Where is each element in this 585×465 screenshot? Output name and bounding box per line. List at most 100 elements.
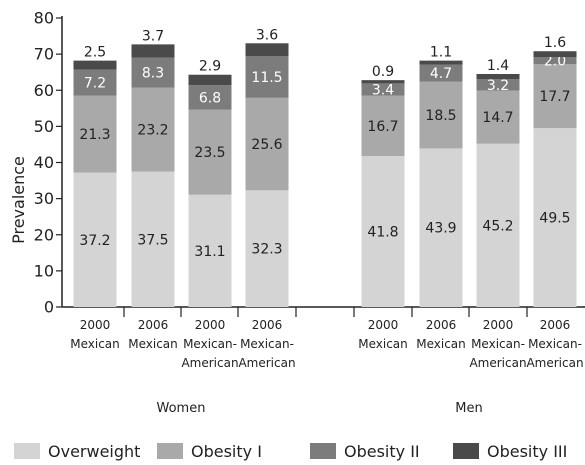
data-label: 25.6 bbox=[251, 137, 282, 153]
x-category-label: American bbox=[526, 356, 583, 370]
x-category-label: American bbox=[469, 356, 526, 370]
data-label: 21.3 bbox=[79, 127, 110, 143]
data-label: 16.7 bbox=[367, 119, 398, 135]
x-category-label: Mexican bbox=[416, 337, 466, 351]
bar-segment bbox=[245, 43, 289, 57]
data-label: 23.5 bbox=[194, 145, 225, 161]
bar-segment bbox=[476, 73, 520, 80]
x-category-year: 2006 bbox=[540, 318, 571, 332]
legend-entry: Obesity III bbox=[487, 442, 567, 461]
group-labels: Women Men bbox=[157, 401, 483, 416]
y-tick-label: 40 bbox=[34, 153, 54, 172]
x-category-label: Mexican- bbox=[240, 337, 294, 351]
bar-segment bbox=[131, 87, 175, 172]
legend-entry: Obesity II bbox=[344, 442, 420, 461]
legend-swatch bbox=[310, 443, 336, 459]
axes: 0 10 20 30 40 50 60 70 80 bbox=[34, 9, 585, 317]
legend: Overweight Obesity I Obesity II Obesity III bbox=[14, 442, 567, 461]
data-label: 1.1 bbox=[430, 45, 452, 61]
x-category-year: 2006 bbox=[426, 318, 457, 332]
x-category-label: Mexican- bbox=[471, 337, 525, 351]
legend-entry: Overweight bbox=[48, 442, 140, 461]
data-label: 1.6 bbox=[544, 35, 566, 51]
bar-segment bbox=[476, 79, 520, 91]
data-label: 41.8 bbox=[367, 224, 398, 240]
x-category-year: 2000 bbox=[368, 318, 399, 332]
data-label: 31.1 bbox=[194, 244, 225, 260]
bar-segment bbox=[533, 128, 577, 307]
x-category-year: 2000 bbox=[195, 318, 226, 332]
bar-segment bbox=[188, 194, 232, 307]
bar-segment bbox=[361, 155, 405, 307]
bar-segment bbox=[131, 171, 175, 307]
data-label: 6.8 bbox=[199, 90, 221, 106]
data-label: 3.4 bbox=[372, 83, 394, 99]
y-tick-label: 50 bbox=[34, 117, 54, 136]
data-label: 0.9 bbox=[372, 64, 394, 80]
y-tick-label: 0 bbox=[44, 298, 54, 317]
legend-entry: Obesity I bbox=[191, 442, 262, 461]
data-label: 45.2 bbox=[482, 218, 513, 234]
x-category-label: American bbox=[181, 356, 238, 370]
data-label: 8.3 bbox=[142, 66, 164, 82]
data-label: 23.2 bbox=[137, 123, 168, 139]
x-category-year: 2006 bbox=[138, 318, 169, 332]
bar-segment bbox=[188, 74, 232, 86]
legend-swatch bbox=[453, 443, 479, 459]
data-label: 49.5 bbox=[539, 211, 570, 227]
bar-segment bbox=[533, 64, 577, 129]
data-label: 2.5 bbox=[84, 45, 106, 61]
bar-segment bbox=[73, 60, 117, 70]
y-tick-label: 30 bbox=[34, 189, 54, 208]
y-axis-label: Prevalence bbox=[9, 156, 28, 244]
bar-segment bbox=[73, 95, 117, 173]
x-category-label: Mexican- bbox=[183, 337, 237, 351]
bar-segment bbox=[73, 172, 117, 307]
bar-segment bbox=[476, 143, 520, 307]
data-label: 14.7 bbox=[482, 110, 513, 126]
bar-segment bbox=[245, 97, 289, 191]
legend-swatch bbox=[14, 443, 40, 459]
bar-segment bbox=[361, 95, 405, 156]
data-label: 3.2 bbox=[487, 78, 509, 94]
bar-segment bbox=[188, 85, 232, 110]
group-label: Men bbox=[455, 401, 482, 416]
data-label: 17.7 bbox=[539, 89, 570, 105]
data-label: 2.0 bbox=[544, 54, 566, 70]
bar-segment bbox=[419, 148, 463, 307]
bar-segment bbox=[419, 81, 463, 149]
x-category-year: 2000 bbox=[483, 318, 514, 332]
x-category-year: 2000 bbox=[80, 318, 111, 332]
data-label: 37.2 bbox=[79, 233, 110, 249]
bars: 37.2 21.3 7.2 2.5 37.5 23.2 8.3 3.7 31.1 23.5 6.8 2… bbox=[73, 27, 577, 307]
bar-segment bbox=[188, 109, 232, 195]
data-label: 4.7 bbox=[430, 66, 452, 82]
legend-swatch bbox=[157, 443, 183, 459]
bar-segment bbox=[131, 57, 175, 88]
y-tick-label: 10 bbox=[34, 261, 54, 280]
x-category-label: Mexican- bbox=[528, 337, 582, 351]
x-category-label: Mexican bbox=[70, 337, 120, 351]
bar-segment bbox=[419, 60, 463, 65]
data-label: 37.5 bbox=[137, 232, 168, 248]
bar-segment bbox=[73, 69, 117, 96]
data-label: 32.3 bbox=[251, 242, 282, 258]
data-label: 3.6 bbox=[256, 27, 278, 43]
x-category-label: Mexican bbox=[358, 337, 408, 351]
bar-segment bbox=[533, 57, 577, 65]
bar-segment bbox=[533, 51, 577, 58]
data-label: 3.7 bbox=[142, 28, 164, 44]
bar-segment bbox=[419, 64, 463, 82]
bar-segment bbox=[131, 44, 175, 58]
bar-segment bbox=[361, 80, 405, 84]
group-label: Women bbox=[157, 401, 206, 416]
x-category-label: American bbox=[238, 356, 295, 370]
x-category-label: Mexican bbox=[128, 337, 178, 351]
y-tick-label: 20 bbox=[34, 225, 54, 244]
data-label: 7.2 bbox=[84, 76, 106, 92]
bar-segment bbox=[245, 56, 289, 98]
data-label: 18.5 bbox=[425, 108, 456, 124]
y-tick-label: 80 bbox=[34, 9, 54, 28]
y-tick-label: 70 bbox=[34, 45, 54, 64]
x-category-labels: 2000Mexican2006Mexican2000Mexican-Americ… bbox=[70, 318, 583, 370]
